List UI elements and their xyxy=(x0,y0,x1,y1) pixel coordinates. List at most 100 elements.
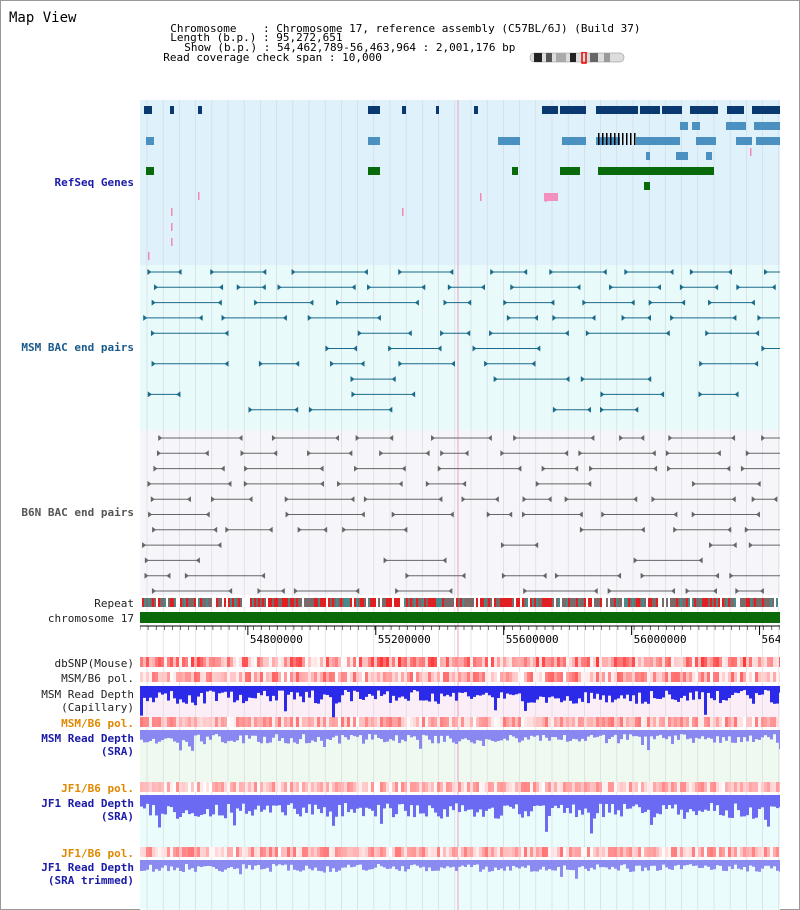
heat-cell xyxy=(263,847,266,857)
gene-block xyxy=(542,106,558,114)
heat-cell xyxy=(713,782,716,792)
heat-cell xyxy=(503,782,506,792)
heat-cell xyxy=(323,657,326,667)
heat-cell xyxy=(713,672,716,682)
heat-cell xyxy=(665,717,668,727)
heat-cell xyxy=(728,657,731,667)
heat-cell xyxy=(389,717,392,727)
heat-cell xyxy=(338,782,341,792)
heat-cell xyxy=(275,717,278,727)
heat-cell xyxy=(437,657,440,667)
heat-cell xyxy=(224,847,227,857)
b6n-bac-end-marker xyxy=(280,588,285,594)
heat-cell xyxy=(194,657,197,667)
heat-cell xyxy=(155,672,158,682)
heat-cell xyxy=(506,717,509,727)
heat-cell xyxy=(242,657,245,667)
heat-cell xyxy=(584,672,587,682)
depth-bar xyxy=(551,795,554,809)
heat-cell xyxy=(509,672,512,682)
chromosome-ideogram[interactable] xyxy=(528,52,628,64)
heat-cell xyxy=(152,657,155,667)
depth-bar xyxy=(707,686,710,693)
depth-bar xyxy=(503,860,506,871)
heat-cell xyxy=(518,657,521,667)
heat-cell xyxy=(350,672,353,682)
depth-bar xyxy=(230,730,233,741)
b6n-bac-end-marker xyxy=(494,496,499,503)
msm-bac-end-marker xyxy=(447,284,452,291)
depth-bar xyxy=(419,730,422,749)
heat-cell xyxy=(239,672,242,682)
heat-cell xyxy=(239,782,242,792)
heat-cell xyxy=(665,847,668,857)
heat-cell xyxy=(443,672,446,682)
gene-block xyxy=(198,106,202,114)
depth-bar xyxy=(398,686,401,698)
heat-cell xyxy=(347,717,350,727)
repeat-cell xyxy=(700,598,702,607)
heat-cell xyxy=(221,717,224,727)
msm-bac-end-marker xyxy=(552,406,557,413)
depth-bar xyxy=(707,860,710,867)
refseq-genes-track[interactable] xyxy=(144,106,780,260)
heat-cell xyxy=(773,672,776,682)
heat-cell xyxy=(203,782,206,792)
heat-cell xyxy=(278,782,281,792)
heat-cell xyxy=(506,657,509,667)
heat-cell xyxy=(467,717,470,727)
heat-cell xyxy=(605,657,608,667)
heat-cell xyxy=(743,782,746,792)
depth-bar xyxy=(644,730,647,737)
msm-bac-end-pairs-track[interactable] xyxy=(143,269,780,413)
msm-bac-end-marker xyxy=(550,299,555,306)
heat-cell xyxy=(377,672,380,682)
depth-bar xyxy=(326,730,329,740)
tick-label: 5640000 xyxy=(762,633,780,646)
exon-stick xyxy=(630,133,632,145)
heat-cell xyxy=(311,657,314,667)
genome-browser-plot[interactable]: 548000005520000055600000560000005640000 xyxy=(140,90,780,910)
b6n-bac-end-marker xyxy=(354,465,359,472)
b6n-bac-end-marker xyxy=(731,435,736,441)
depth-bar xyxy=(497,860,500,870)
track-label-refseq[interactable]: RefSeq Genes xyxy=(54,176,134,189)
b6n-bac-end-pairs-track[interactable] xyxy=(142,435,780,594)
gene-block xyxy=(474,106,478,114)
repeat-cell xyxy=(392,598,394,607)
heat-cell xyxy=(440,782,443,792)
heat-cell xyxy=(140,782,143,792)
heat-cell xyxy=(431,717,434,727)
b6n-bac-end-marker xyxy=(211,496,216,503)
b6n-bac-end-marker xyxy=(158,435,163,441)
depth-bar xyxy=(623,795,626,804)
depth-bar xyxy=(641,686,644,704)
heat-cell xyxy=(161,672,164,682)
heat-cell xyxy=(362,717,365,727)
b6n-bac-end-marker xyxy=(589,465,594,472)
depth-bar xyxy=(608,795,611,813)
heat-cell xyxy=(686,717,689,727)
heat-cell xyxy=(398,672,401,682)
heat-cell xyxy=(758,657,761,667)
heat-cell xyxy=(218,672,221,682)
heat-cell xyxy=(284,657,287,667)
depth-bar xyxy=(692,686,695,700)
depth-bar xyxy=(698,860,701,868)
gene-block xyxy=(368,106,380,114)
heat-cell xyxy=(524,782,527,792)
repeat-cell xyxy=(742,598,744,607)
heat-cell xyxy=(152,782,155,792)
heat-cell xyxy=(521,717,524,727)
track-label-b6n-bac[interactable]: B6N BAC end pairs xyxy=(21,506,134,519)
heat-cell xyxy=(677,782,680,792)
heat-cell xyxy=(239,847,242,857)
heat-cell xyxy=(752,672,755,682)
heat-cell xyxy=(554,717,557,727)
track-label-msm-bac[interactable]: MSM BAC end pairs xyxy=(21,341,134,354)
depth-bar xyxy=(743,730,746,738)
depth-bar xyxy=(701,795,704,812)
depth-bar xyxy=(413,686,416,691)
depth-bar xyxy=(227,795,230,804)
depth-bar xyxy=(248,686,251,698)
